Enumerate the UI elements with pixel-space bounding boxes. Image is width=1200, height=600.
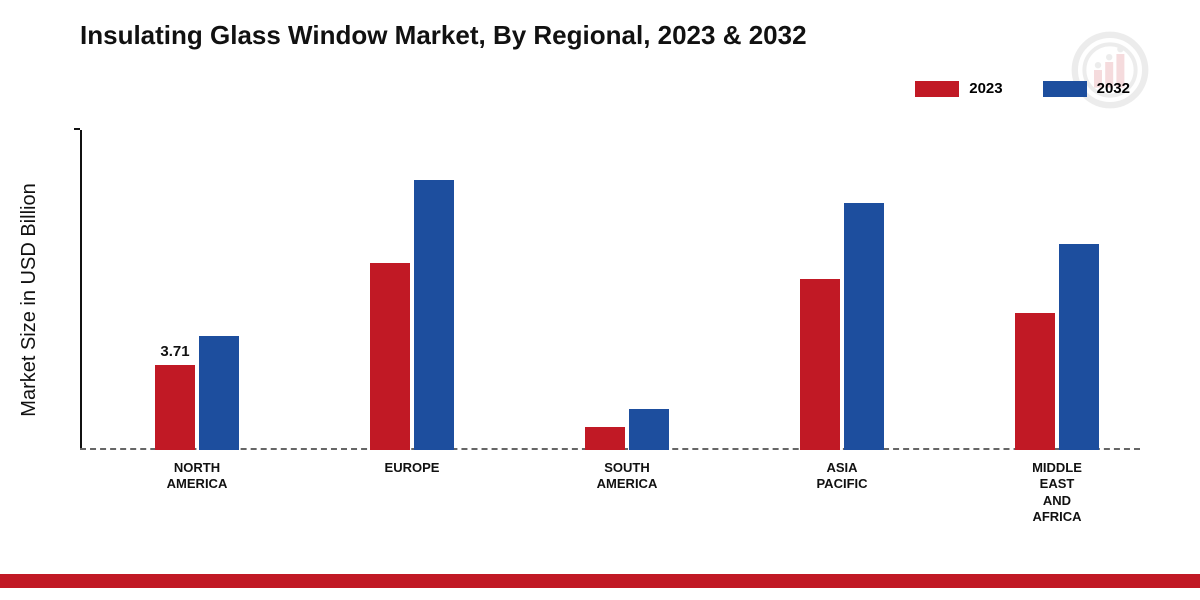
logo-icon [1070, 30, 1150, 110]
bar [629, 409, 669, 450]
plot-area: 3.71 [80, 130, 1140, 450]
legend: 2023 2032 [915, 80, 1130, 97]
y-axis-label: Market Size in USD Billion [18, 183, 41, 416]
x-axis-label: MIDDLEEASTANDAFRICA [1032, 460, 1082, 525]
bar [800, 279, 840, 450]
bar-group [800, 203, 884, 450]
bar [585, 427, 625, 450]
legend-label-2032: 2032 [1097, 80, 1130, 97]
chart-container: Insulating Glass Window Market, By Regio… [0, 0, 1200, 600]
x-axis-label: SOUTHAMERICA [597, 460, 658, 493]
legend-swatch-2023 [915, 81, 959, 97]
footer-band [0, 574, 1200, 588]
bar-value-label: 3.71 [160, 343, 189, 360]
x-axis-label: ASIAPACIFIC [816, 460, 867, 493]
bar-group: 3.71 [155, 336, 239, 450]
bar-group [370, 180, 454, 450]
bar [370, 263, 410, 450]
x-axis-label: NORTHAMERICA [167, 460, 228, 493]
legend-label-2023: 2023 [969, 80, 1002, 97]
bar [1015, 313, 1055, 450]
bar [844, 203, 884, 450]
x-axis-label: EUROPE [385, 460, 440, 476]
bar-group [1015, 244, 1099, 450]
brand-logo [1070, 30, 1150, 110]
bar [1059, 244, 1099, 450]
bar-group [585, 409, 669, 450]
legend-item-2032: 2032 [1043, 80, 1130, 97]
chart-title: Insulating Glass Window Market, By Regio… [80, 20, 807, 51]
bar [199, 336, 239, 450]
y-axis-line [80, 130, 82, 450]
bar: 3.71 [155, 365, 195, 450]
legend-item-2023: 2023 [915, 80, 1002, 97]
legend-swatch-2032 [1043, 81, 1087, 97]
bar [414, 180, 454, 450]
y-tick [74, 128, 80, 130]
